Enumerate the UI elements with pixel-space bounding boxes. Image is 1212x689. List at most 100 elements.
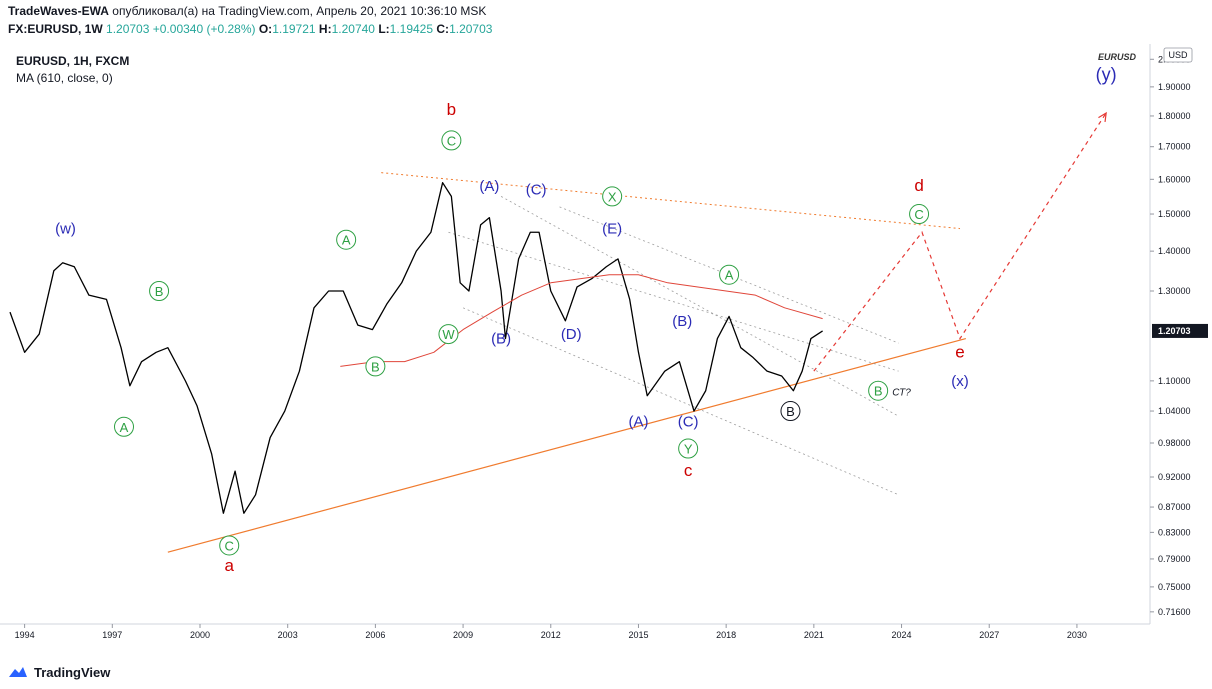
y-tick-label: 0.71600 — [1158, 607, 1191, 617]
wave-label-circle — [365, 356, 386, 377]
wave-label-circle — [719, 264, 740, 285]
wave-label: (D) — [561, 326, 582, 343]
wave-label: X — [608, 189, 617, 204]
x-tick-label: 2018 — [716, 630, 736, 640]
inner-channel-line — [559, 206, 899, 344]
y-tick-label: 0.92000 — [1158, 472, 1191, 482]
author-name[interactable]: TradeWaves-EWA — [8, 4, 109, 18]
wave-label-circle — [336, 229, 357, 250]
wave-label: b — [447, 100, 456, 119]
wave-label: C — [447, 133, 456, 148]
x-tick-label: 2009 — [453, 630, 473, 640]
x-tick-label: 2003 — [278, 630, 298, 640]
wave-label-circle — [868, 380, 889, 401]
low-label: L: — [378, 22, 390, 36]
wave-label-circle — [780, 401, 801, 422]
wave-label: СТ? — [892, 388, 911, 399]
inner-channel-line — [448, 231, 899, 372]
wave-label: a — [224, 556, 234, 575]
y-tick-label: 0.98000 — [1158, 438, 1191, 448]
inner-channel-line — [500, 196, 899, 417]
wave-label-circle — [438, 324, 459, 345]
y-tick-label: 1.90000 — [1158, 82, 1191, 92]
wave-label: C — [914, 207, 923, 222]
wave-label: B — [371, 359, 380, 374]
wave-label: (C) — [678, 413, 699, 430]
wave-label: (B) — [491, 331, 511, 348]
wave-label-circle — [678, 438, 699, 459]
ma-line[interactable] — [340, 274, 823, 367]
wave-label-circle — [114, 416, 134, 437]
wave-label: Y — [684, 442, 693, 457]
last-price-badge — [1152, 323, 1208, 338]
wave-label: (A) — [479, 178, 499, 195]
symbol-watermark: EURUSD — [1098, 52, 1137, 62]
wave-label: A — [120, 420, 129, 435]
wave-label: B — [786, 404, 795, 419]
x-tick-label: 2024 — [892, 630, 912, 640]
wave-label: A — [342, 233, 351, 248]
y-tick-label: 1.60000 — [1158, 174, 1191, 184]
y-tick-label: 0.87000 — [1158, 502, 1191, 512]
publish-header: TradeWaves-EWA опубликовал(а) на Trading… — [8, 4, 486, 18]
wave-label-circle — [909, 204, 930, 225]
wave-label: A — [725, 268, 734, 283]
y-tick-label: 0.75000 — [1158, 582, 1191, 592]
wave-label-circle — [441, 130, 462, 151]
y-tick-label: 1.30000 — [1158, 286, 1191, 296]
chart-legend-ma: MA (610, close, 0) — [16, 71, 113, 85]
wave-label-circle — [602, 186, 623, 207]
price-change: +0.00340 (+0.28%) — [152, 22, 256, 36]
wave-label: (w) — [55, 221, 76, 238]
wave-label: (y) — [1096, 65, 1117, 85]
tradingview-brand: TradingView — [34, 664, 111, 680]
high-label: H: — [318, 22, 332, 36]
wave-label-circle — [149, 281, 170, 302]
projection-line — [813, 112, 1107, 372]
low-value: 1.19425 — [389, 22, 434, 36]
currency-box[interactable] — [1163, 47, 1193, 63]
wave-label: c — [684, 461, 693, 480]
y-tick-label: 1.10000 — [1158, 376, 1191, 386]
wave-label: (A) — [628, 413, 648, 430]
last-price-label: 1.20703 — [1158, 326, 1191, 336]
wave-label: (x) — [951, 373, 969, 390]
tradingview-logo-icon — [9, 667, 27, 677]
price-chart[interactable]: 0.71600 0.75000 0.79000 0.83000 0.87000 0.920… — [0, 44, 1212, 659]
wave-label: d — [914, 176, 923, 195]
symbol-label: FX:EURUSD, 1W — [8, 22, 103, 36]
quote-header: FX:EURUSD, 1W 1.20703 +0.00340 (+0.28%) … — [8, 22, 492, 36]
x-tick-label: 2000 — [190, 630, 210, 640]
y-tick-label: 0.83000 — [1158, 527, 1191, 537]
currency-label: USD — [1168, 50, 1188, 60]
x-tick-label: 2027 — [979, 630, 999, 640]
projection-arrowhead — [1098, 111, 1107, 122]
wave-label: (C) — [526, 181, 547, 198]
wave-label: (E) — [602, 221, 622, 238]
x-tick-label: 1997 — [102, 630, 122, 640]
chart-area[interactable]: 0.71600 0.75000 0.79000 0.83000 0.87000 0.920… — [0, 44, 1212, 659]
close-label: C: — [436, 22, 450, 36]
price-line[interactable] — [9, 182, 823, 514]
x-tick-label: 2021 — [804, 630, 824, 640]
y-tick-label: 1.80000 — [1158, 111, 1191, 121]
x-tick-label: 1994 — [15, 630, 35, 640]
wave-label: C — [225, 538, 234, 553]
y-tick-label: 1.04000 — [1158, 406, 1191, 416]
x-tick-label: 2015 — [628, 630, 648, 640]
wave-label: B — [874, 384, 883, 399]
wave-label-circle — [219, 535, 240, 556]
y-tick-label: 1.70000 — [1158, 142, 1191, 152]
close-value: 1.20703 — [449, 22, 493, 36]
y-tick-label: 1.50000 — [1158, 209, 1191, 219]
tradingview-footer[interactable]: TradingView — [8, 662, 110, 682]
open-value: 1.19721 — [272, 22, 316, 36]
high-value: 1.20740 — [331, 22, 375, 36]
chart-legend-symbol: EURUSD, 1H, FXCM — [16, 54, 130, 68]
inner-channel-line — [462, 307, 899, 496]
x-tick-label: 2030 — [1067, 630, 1087, 640]
wave-label: W — [442, 327, 455, 342]
wave-label: (B) — [672, 313, 692, 330]
y-tick-label: 1.40000 — [1158, 246, 1191, 256]
x-tick-label: 2006 — [365, 630, 385, 640]
